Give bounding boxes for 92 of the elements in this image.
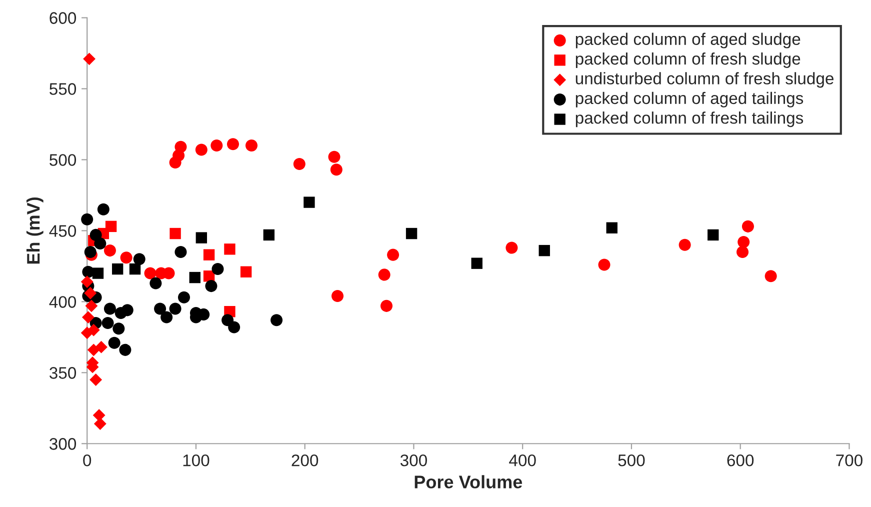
legend-label: packed column of fresh tailings — [576, 112, 804, 128]
x-tick-label: 300 — [400, 454, 427, 466]
point — [189, 272, 200, 284]
point — [332, 290, 344, 302]
x-tick-label: 600 — [727, 454, 754, 466]
y-tick-label: 550 — [50, 83, 76, 95]
x-tick-label: 0 — [83, 454, 92, 466]
point — [380, 300, 393, 312]
legend-label: packed column of aged tailings — [576, 92, 804, 108]
point — [144, 267, 156, 280]
point — [80, 326, 94, 340]
point — [240, 266, 252, 278]
point — [121, 304, 134, 316]
point — [112, 263, 124, 275]
y-axis-title: Eh (mV) — [26, 197, 44, 264]
point — [506, 242, 518, 254]
point — [471, 258, 482, 269]
point — [328, 150, 340, 163]
point — [170, 228, 181, 240]
point — [764, 270, 777, 282]
point — [129, 263, 141, 275]
point — [195, 144, 208, 156]
point — [82, 311, 94, 324]
x-axis-title: Pore Volume — [414, 475, 522, 488]
point — [174, 246, 187, 258]
point — [304, 196, 315, 208]
point — [119, 344, 132, 356]
point — [387, 248, 400, 261]
point — [102, 316, 114, 329]
point — [90, 374, 102, 386]
point — [736, 246, 749, 258]
point — [205, 280, 218, 292]
y-tick-label: 450 — [49, 225, 76, 237]
point — [226, 138, 240, 150]
point — [97, 203, 110, 216]
y-tick-label: 500 — [50, 154, 76, 166]
x-tick-label: 700 — [836, 454, 862, 466]
point — [84, 246, 96, 258]
point — [742, 220, 754, 232]
y-tick-label: 300 — [50, 438, 76, 450]
point — [212, 263, 224, 276]
point — [94, 237, 106, 250]
x-tick-label: 500 — [618, 454, 645, 466]
point — [84, 286, 97, 300]
point — [203, 249, 215, 260]
point — [678, 238, 691, 251]
point — [196, 232, 208, 244]
point — [606, 222, 618, 234]
point — [330, 164, 342, 176]
point — [108, 336, 120, 349]
point — [94, 418, 106, 430]
point — [92, 268, 104, 279]
point — [378, 268, 390, 281]
point — [85, 300, 98, 312]
point — [270, 314, 283, 326]
point — [120, 252, 132, 264]
point — [92, 409, 106, 422]
point — [154, 302, 166, 315]
point — [538, 244, 550, 256]
y-tick-label: 600 — [50, 12, 76, 24]
legend-label: packed column of fresh sludge — [576, 52, 800, 68]
point — [598, 258, 610, 271]
point — [708, 229, 719, 241]
point — [178, 291, 190, 304]
legend-label: undisturbed column of fresh sludge — [576, 72, 834, 88]
point — [112, 322, 125, 335]
x-tick-label: 100 — [183, 454, 210, 466]
point — [81, 213, 94, 226]
point — [210, 139, 223, 152]
point — [95, 340, 108, 354]
point — [105, 220, 117, 232]
x-tick-label: 400 — [509, 454, 536, 466]
y-tick-label: 350 — [50, 367, 76, 379]
point — [104, 244, 116, 257]
point — [245, 139, 258, 152]
point — [150, 277, 162, 290]
point — [738, 236, 750, 248]
point — [224, 244, 236, 255]
point — [83, 52, 96, 66]
point — [104, 302, 116, 315]
point — [169, 302, 182, 315]
point — [80, 276, 94, 288]
x-tick-label: 200 — [292, 454, 318, 466]
point — [406, 228, 418, 240]
legend-label: packed column of aged sludge — [576, 32, 800, 48]
point — [160, 311, 173, 324]
point — [263, 229, 275, 241]
point — [293, 158, 306, 170]
point — [133, 253, 146, 266]
point — [174, 140, 187, 153]
y-tick-label: 400 — [49, 296, 76, 308]
point — [228, 321, 240, 334]
